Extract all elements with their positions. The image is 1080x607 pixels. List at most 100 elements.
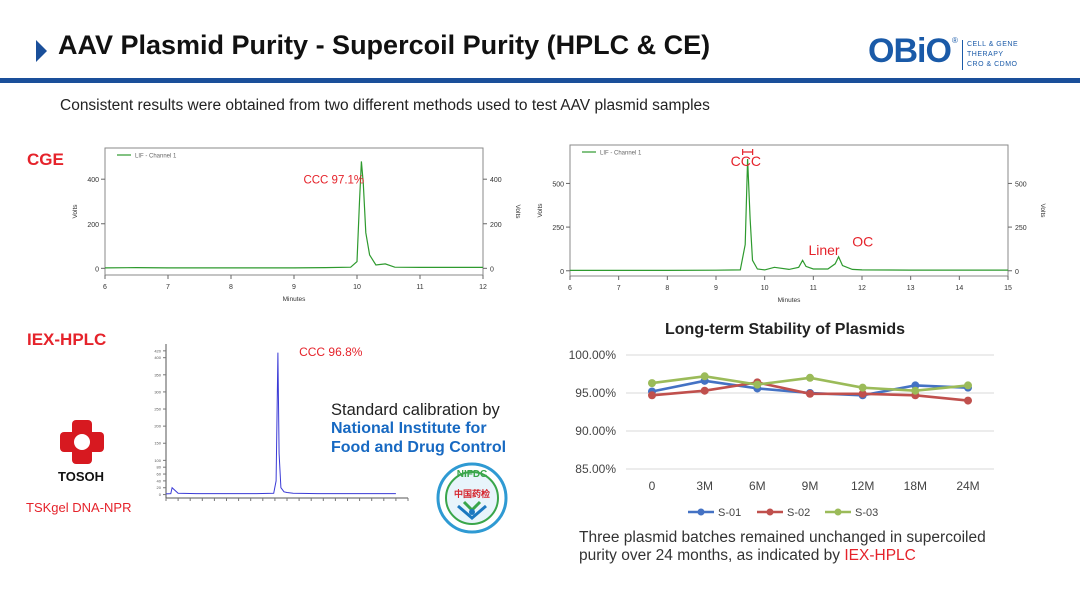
- logo-divider: [962, 40, 963, 70]
- x-tick-label: 24M: [956, 479, 979, 493]
- y-tick-label-left: 200: [87, 222, 99, 229]
- cge-electropherogram-left: 0 0 200 200 400 400 6 7 8 9 10 11 12 Minutes Volts Volt…: [72, 147, 521, 303]
- peak-marker-icon: [742, 149, 754, 155]
- legend-label: LIF - Channel 1: [135, 154, 177, 160]
- x-tick-label: 8: [229, 284, 233, 291]
- peak-annotation: CCC 96.8%: [299, 345, 363, 359]
- x-tick-label: 13: [907, 285, 915, 292]
- y-tick-label: 95.00%: [575, 386, 616, 400]
- x-tick-label: 12M: [851, 479, 874, 493]
- series-trace: [104, 161, 483, 269]
- logo-text: OBiO: [868, 32, 952, 70]
- peak-annotation: Liner: [808, 242, 839, 258]
- iex-hplc-label: IEX-HPLC: [27, 330, 107, 349]
- y-tick-label: 100: [154, 458, 161, 463]
- cge-label: CGE: [27, 150, 64, 169]
- subtitle: Consistent results were obtained from tw…: [60, 97, 710, 114]
- logo-line-2: THERAPY: [967, 51, 1004, 58]
- logo-line-3: CRO & CDMO: [967, 61, 1018, 68]
- data-point-s-03: [648, 379, 656, 388]
- y-tick-label: 250: [154, 407, 161, 412]
- nifdc-seal-text: NIFDC: [457, 469, 488, 480]
- series-trace: [165, 352, 396, 495]
- column-name: TSKgel DNA-NPR: [26, 500, 132, 515]
- y-tick-label: 300: [154, 389, 161, 394]
- y-tick-label: 80: [157, 465, 162, 470]
- calibration-line-1: Standard calibration by: [331, 401, 500, 419]
- y-tick-label: 40: [157, 478, 162, 483]
- y-tick-label-left: 0: [560, 269, 564, 276]
- x-tick-label: 18M: [904, 479, 927, 493]
- x-tick-label: 6: [568, 285, 572, 292]
- legend-marker-s-02: [766, 508, 774, 516]
- y-tick-label-right: 200: [490, 222, 502, 229]
- x-tick-label: 9M: [802, 479, 819, 493]
- y-axis-label-right: Volts: [514, 204, 521, 219]
- x-tick-label: 9: [714, 285, 718, 292]
- y-tick-label: 60: [157, 472, 162, 477]
- y-tick-label-right: 250: [1015, 225, 1027, 232]
- x-tick-label: 11: [810, 285, 817, 292]
- stability-line-chart: 85.00% 90.00% 95.00% 100.00% 0 3M 6M 9M 12M 18M 24…: [569, 348, 994, 519]
- data-point-s-02: [858, 389, 867, 398]
- bottom-note-line-2: purity over 24 months, as indicated by I…: [579, 547, 916, 565]
- y-tick-label: 420: [154, 348, 161, 353]
- x-tick-label: 9: [292, 284, 296, 291]
- stability-chart-title: Long-term Stability of Plasmids: [665, 321, 906, 338]
- y-tick-label: 20: [157, 485, 162, 490]
- nifdc-seal-cn: 中国药检: [454, 488, 490, 499]
- x-axis-label: Minutes: [283, 296, 307, 303]
- x-tick-label: 6: [103, 284, 107, 291]
- legend-label: LIF - Channel 1: [600, 151, 642, 157]
- calibration-line-3: Food and Drug Control: [331, 439, 507, 456]
- data-point-s-02: [648, 391, 656, 400]
- x-tick-label: 7: [166, 284, 170, 291]
- y-tick-label: 350: [154, 372, 161, 377]
- nifdc-seal-logo: NIFDC 中国药检: [436, 462, 508, 534]
- y-tick-label: 0: [159, 492, 162, 497]
- y-tick-label: 90.00%: [575, 424, 616, 438]
- header-arrow-icon: [36, 40, 47, 62]
- legend-label-s-02: S-02: [787, 507, 810, 519]
- y-axis-label-left: Volts: [537, 203, 544, 218]
- bottom-note-prefix: purity over 24 months, as indicated by: [579, 547, 845, 564]
- y-tick-label-right: 400: [490, 177, 502, 184]
- x-tick-label: 10: [353, 284, 361, 291]
- y-axis-label-right: Volts: [1039, 203, 1046, 218]
- peak-annotation: OC: [852, 233, 873, 249]
- x-tick-label: 8: [665, 285, 669, 292]
- y-tick-label-left: 400: [87, 177, 99, 184]
- x-tick-label: 6M: [749, 479, 766, 493]
- y-axis-label-left: Volts: [72, 204, 79, 219]
- data-point-s-02: [964, 396, 972, 405]
- y-tick-label: 150: [154, 441, 161, 446]
- y-tick-label-left: 250: [552, 225, 564, 232]
- data-point-s-03: [964, 381, 972, 390]
- y-tick-label-left: 0: [95, 266, 99, 273]
- x-tick-label: 3M: [696, 479, 713, 493]
- x-tick-label: 12: [858, 285, 866, 292]
- x-tick-label: 15: [1004, 285, 1012, 292]
- cge-electropherogram-right: 0 0 250 250 500 500 6 7 8 9 10 11 12 13 14 15 Minutes Vol…: [537, 144, 1046, 304]
- legend-label-s-01: S-01: [718, 507, 741, 519]
- y-tick-label: 400: [154, 355, 161, 360]
- data-point-s-02: [806, 389, 814, 398]
- peak-annotation: CCC 97.1%: [303, 175, 364, 187]
- data-point-s-03: [753, 380, 762, 389]
- legend-marker-s-03: [834, 508, 842, 516]
- header-divider: [0, 78, 1080, 83]
- data-point-s-03: [700, 372, 709, 381]
- peak-annotation: CCC: [731, 153, 761, 169]
- series-trace: [570, 158, 1008, 271]
- data-point-s-03: [858, 383, 867, 392]
- bottom-note-highlight: IEX-HPLC: [844, 547, 916, 564]
- y-tick-label-left: 500: [552, 181, 564, 188]
- y-tick-label: 200: [154, 424, 161, 429]
- page-title: AAV Plasmid Purity - Supercoil Purity (H…: [58, 30, 711, 60]
- y-tick-label: 100.00%: [569, 348, 617, 362]
- plot-frame: [104, 147, 484, 276]
- x-axis-label: Minutes: [778, 297, 802, 304]
- logo-registered-mark: ®: [952, 36, 958, 45]
- y-tick-label-right: 0: [490, 266, 494, 273]
- bottom-note-line-1: Three plasmid batches remained unchanged…: [579, 529, 986, 546]
